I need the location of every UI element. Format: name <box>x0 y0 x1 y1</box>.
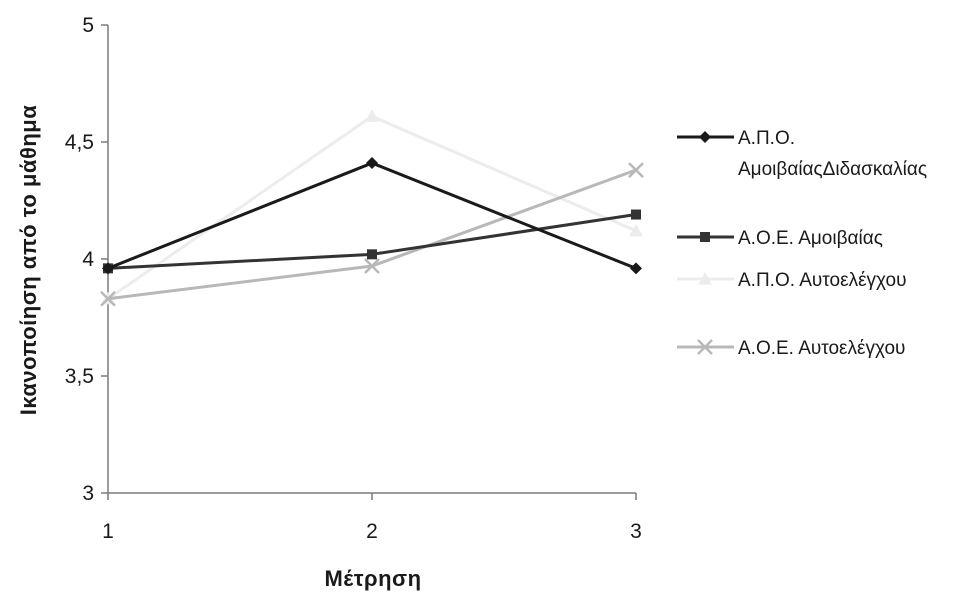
triangle-marker <box>365 109 379 122</box>
series-2 <box>103 209 641 274</box>
legend-item: Α.Π.Ο. ΑμοιβαίαςΔιδασκαλίας <box>677 128 927 180</box>
x-marker-stroke <box>100 290 116 307</box>
y-tick-label: 3 <box>82 482 94 505</box>
diamond-marker <box>699 131 711 143</box>
legend-label: Α.Π.Ο. <box>738 128 795 149</box>
legend-label: ΑμοιβαίαςΔιδασκαλίας <box>738 159 927 180</box>
x-marker-stroke <box>628 162 644 178</box>
legend-label: Α.Ο.Ε. Αμοιβαίας <box>738 228 883 249</box>
x-tick-label: 3 <box>630 520 642 543</box>
x-tick-label: 1 <box>102 520 114 543</box>
square-marker <box>367 249 377 260</box>
series-1 <box>102 157 642 275</box>
diamond-marker <box>102 262 114 275</box>
series-line <box>107 114 637 301</box>
y-axis-title: Ικανοποίηση από το μάθημα <box>16 105 41 416</box>
y-tick-label: 4,5 <box>65 131 94 154</box>
series-3 <box>101 109 643 305</box>
series-line <box>107 213 637 270</box>
series-line <box>107 168 637 301</box>
y-tick-label: 4 <box>82 248 94 271</box>
series-4 <box>100 162 644 307</box>
square-marker <box>631 209 641 220</box>
triangle-marker <box>629 223 643 237</box>
x-marker-stroke <box>697 339 713 355</box>
series-lines <box>100 109 644 307</box>
legend: Α.Π.Ο. ΑμοιβαίαςΔιδασκαλίας Α.Ο.Ε. Αμοιβαί… <box>677 128 927 359</box>
legend-item: Α.Ο.Ε. Αμοιβαίας <box>677 228 883 249</box>
axes: 3 3,5 4 4,5 5 1 2 3 <box>65 14 642 543</box>
y-tick-label: 5 <box>82 14 94 37</box>
diamond-marker <box>366 157 378 170</box>
x-tick-label: 2 <box>366 520 378 543</box>
triangle-marker <box>698 272 712 285</box>
y-tick-label: 3,5 <box>65 365 94 388</box>
legend-item: Α.Ο.Ε. Αυτοελέγχου <box>677 338 905 359</box>
x-axis-title: Μέτρηση <box>324 566 421 591</box>
diamond-marker <box>630 262 642 275</box>
legend-item: Α.Π.Ο. Αυτοελέγχου <box>677 270 906 291</box>
square-marker <box>700 232 710 242</box>
x-marker-stroke <box>364 258 380 274</box>
legend-label: Α.Ο.Ε. Αυτοελέγχου <box>738 338 905 359</box>
legend-label: Α.Π.Ο. Αυτοελέγχου <box>738 270 906 291</box>
